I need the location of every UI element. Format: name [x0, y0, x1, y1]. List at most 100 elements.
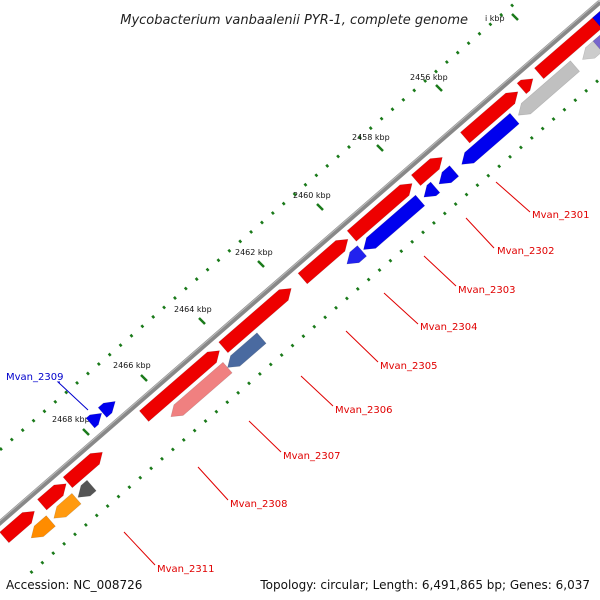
outer-ring-dot	[75, 380, 79, 385]
outer-ring-dot	[303, 182, 308, 187]
outer-ring-dot	[390, 107, 395, 112]
inner-ring-dot	[116, 494, 121, 499]
inner-ring-dot	[540, 126, 545, 131]
outer-ring-dot	[249, 229, 254, 234]
outer-ring-dot	[20, 428, 25, 433]
tick-mark	[198, 317, 206, 325]
inner-ring-dot	[170, 447, 175, 452]
inner-ring-dot	[149, 466, 154, 471]
gene-label[interactable]: Mvan_2304	[420, 322, 477, 333]
inner-ring-dot	[247, 381, 251, 386]
gene-label[interactable]: Mvan_2308	[230, 499, 287, 510]
gene-features	[0, 10, 600, 544]
outer-ring-dot	[444, 60, 449, 65]
reverse-gene	[53, 492, 82, 519]
inner-ring-dot	[236, 390, 241, 395]
inner-ring-dot	[529, 136, 534, 140]
gene-label[interactable]: Mvan_2306	[335, 405, 392, 416]
inner-ring-dot	[518, 145, 523, 150]
outer-dotted-ring	[0, 3, 515, 451]
outer-ring-dot	[466, 41, 471, 46]
outer-ring-dot	[281, 201, 286, 206]
inner-ring-dot	[355, 287, 360, 291]
inner-ring-dot	[377, 268, 382, 273]
outer-ring-dot	[401, 97, 406, 102]
reverse-gene	[438, 165, 460, 185]
inner-ring-dot	[312, 324, 317, 329]
reverse-gene	[592, 34, 600, 50]
outer-ring-dot	[488, 22, 493, 27]
outer-ring-dot	[499, 12, 504, 17]
tick-label: 2460 kbp	[293, 191, 331, 200]
leader-line	[495, 181, 531, 213]
tick-mark	[376, 144, 384, 152]
gene-label[interactable]: Mvan_2305	[380, 361, 437, 372]
outer-ring-dot	[129, 333, 134, 338]
forward-gene	[410, 156, 443, 186]
leader-line	[123, 531, 156, 566]
gene-label[interactable]: Mvan_2302	[497, 246, 554, 257]
inner-ring-dot	[366, 277, 371, 282]
inner-ring-dot	[551, 117, 556, 122]
outer-ring-dot	[118, 343, 123, 348]
inner-ring-dot	[301, 334, 306, 339]
leader-line	[383, 292, 419, 325]
forward-gene	[297, 238, 349, 285]
reverse-gene	[423, 181, 441, 198]
reverse-gene	[363, 194, 426, 250]
reverse-gene	[77, 479, 97, 498]
forward-gene	[592, 10, 600, 27]
gene-labels: Mvan_2301 Mvan_2302 Mvan_2303 Mvan_2304 Mvan…	[6, 181, 589, 575]
outer-ring-dot	[227, 248, 232, 253]
inner-ring-dot	[73, 532, 77, 537]
outer-ring-dot	[64, 390, 69, 395]
tick-mark	[257, 260, 265, 268]
leader-line	[345, 330, 379, 363]
gene-label[interactable]: Mvan_2303	[458, 285, 515, 296]
inner-ring-dot	[573, 98, 578, 103]
gene-label[interactable]: Mvan_2301	[532, 210, 589, 221]
leader-line	[300, 375, 334, 407]
inner-ring-dot	[62, 541, 67, 546]
forward-gene	[37, 483, 67, 511]
inner-ring-dot	[192, 428, 197, 433]
inner-ring-dot	[40, 560, 45, 565]
inner-ring-dot	[595, 79, 599, 84]
outer-ring-dot	[357, 135, 362, 140]
forward-gene	[138, 350, 220, 422]
gene-label[interactable]: Mvan_2307	[283, 451, 340, 462]
outer-ring-dot	[260, 220, 264, 225]
leader-line	[197, 466, 229, 501]
inner-ring-dot	[279, 353, 284, 357]
outer-ring-dot	[368, 126, 373, 131]
inner-ring-dot	[344, 296, 349, 301]
inner-ring-dot	[203, 419, 208, 424]
outer-ring-dot	[140, 324, 145, 329]
reverse-gene	[170, 361, 233, 418]
tick-label: 2458 kbp	[352, 133, 390, 142]
accession-text: Accession: NC_008726	[6, 578, 143, 592]
inner-ring-dot	[388, 258, 393, 263]
inner-ring-dot	[29, 570, 34, 575]
inner-ring-dot	[453, 202, 458, 206]
inner-ring-dot	[431, 220, 436, 225]
outer-ring-dot	[107, 352, 112, 357]
inner-ring-dot	[486, 173, 491, 178]
gene-label[interactable]: Mvan_2309	[6, 372, 63, 383]
tick-label: 2464 kbp	[174, 305, 212, 314]
tick-label: 2462 kbp	[235, 248, 273, 257]
inner-ring-dot	[105, 504, 110, 508]
outer-ring-dot	[347, 145, 351, 149]
tick-label: 2456 kbp	[410, 73, 448, 82]
outer-ring-dot	[96, 362, 101, 367]
outer-ring-dot	[9, 437, 14, 442]
outer-ring-dot	[455, 50, 460, 55]
outer-ring-dot	[314, 173, 319, 178]
reverse-gene	[227, 332, 267, 368]
gene-label[interactable]: Mvan_2311	[157, 564, 214, 575]
outer-ring-dot	[423, 78, 428, 83]
inner-ring-dot	[51, 551, 56, 556]
outer-ring-dot	[42, 409, 47, 414]
inner-ring-dot	[257, 371, 262, 376]
tick-label: i kbp	[485, 14, 505, 23]
